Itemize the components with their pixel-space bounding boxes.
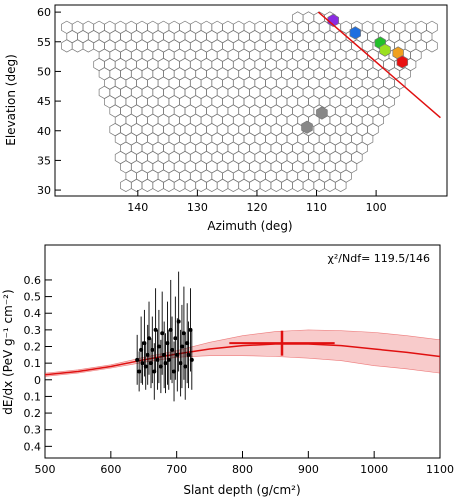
x-tick-label: 800 xyxy=(232,463,253,476)
data-point xyxy=(143,364,148,369)
camera-pixel xyxy=(227,178,240,193)
y-tick-label: 50 xyxy=(37,65,51,78)
data-point xyxy=(135,357,140,362)
x-tick-label: 100 xyxy=(366,201,387,214)
camera-pixel xyxy=(163,178,175,193)
y-tick-label: 0.3 xyxy=(24,424,42,437)
data-point xyxy=(170,347,175,352)
camera-pixel xyxy=(270,178,282,193)
camera-pixel xyxy=(249,178,261,193)
y-tick-label: 0.1 xyxy=(24,390,42,403)
data-point xyxy=(183,364,188,369)
camera-pixel xyxy=(292,178,304,193)
y-tick-label: 0.5 xyxy=(24,291,42,304)
camera-pixel xyxy=(259,178,272,193)
x-tick-label: 500 xyxy=(35,463,56,476)
camera-pixel xyxy=(195,178,207,193)
data-point xyxy=(179,344,184,349)
x-tick-label: 130 xyxy=(187,201,208,214)
annotation: χ²/Ndf= 119.5/146 xyxy=(328,252,430,265)
y-tick-label: 0.1 xyxy=(24,357,42,370)
camera-pixel xyxy=(141,178,154,193)
data-point xyxy=(150,347,155,352)
data-point xyxy=(173,336,178,341)
fit-line xyxy=(45,343,440,376)
camera-pixel xyxy=(82,39,95,53)
y-tick-label: 0 xyxy=(34,374,41,387)
plot-area xyxy=(45,271,440,402)
camera-pixel xyxy=(120,178,132,193)
x-tick-label: 120 xyxy=(246,201,267,214)
y-tick-label: 60 xyxy=(37,6,51,19)
y-tick-label: 0.3 xyxy=(24,324,42,337)
plot-frame xyxy=(54,4,448,197)
camera-pixel xyxy=(130,178,143,193)
camera-pixel xyxy=(334,178,347,193)
y-tick-label: 30 xyxy=(37,184,51,197)
hit-pixel xyxy=(349,26,361,40)
y-tick-label: 0.4 xyxy=(24,440,42,453)
camera-pixel xyxy=(216,178,229,193)
y-tick-label: 40 xyxy=(37,125,51,138)
hit-pixel xyxy=(396,55,409,69)
x-tick-label: 110 xyxy=(306,201,327,214)
y-axis-label: dE/dx (PeV g⁻¹ cm⁻²) xyxy=(1,289,15,414)
camera-pixel xyxy=(238,178,250,193)
y-tick-label: 0.6 xyxy=(24,274,42,287)
data-point xyxy=(153,327,158,332)
data-point xyxy=(176,319,181,324)
camera-pixel xyxy=(173,178,186,193)
y-tick-label: 55 xyxy=(37,36,51,49)
data-point xyxy=(189,357,194,362)
data-point xyxy=(156,344,161,349)
hit-pixel xyxy=(379,43,391,57)
x-tick-label: 1100 xyxy=(426,463,454,476)
camera-pixel xyxy=(324,178,336,193)
x-tick-label: 140 xyxy=(127,201,148,214)
y-tick-label: 0.4 xyxy=(24,307,42,320)
data-point xyxy=(166,357,171,362)
camera-pixel xyxy=(313,178,325,193)
data-point xyxy=(186,352,191,357)
camera-pixel xyxy=(426,39,438,53)
hit-pixel xyxy=(316,106,328,120)
camera-pixel xyxy=(71,39,84,53)
data-point xyxy=(160,331,165,336)
x-axis-label: Slant depth (g/cm²) xyxy=(183,483,300,497)
fit-band xyxy=(45,329,440,377)
data-point xyxy=(137,369,142,374)
x-axis-label: Azimuth (deg) xyxy=(207,219,292,233)
x-tick-label: 1000 xyxy=(360,463,388,476)
hit-pixel xyxy=(301,120,313,134)
x-tick-label: 700 xyxy=(166,463,187,476)
y-tick-label: 35 xyxy=(37,154,51,167)
camera-pixel xyxy=(281,178,293,193)
camera-pixel xyxy=(61,39,73,53)
camera-pixel xyxy=(302,178,315,193)
data-point xyxy=(147,336,152,341)
x-tick-label: 900 xyxy=(298,463,319,476)
camera-pixel xyxy=(206,178,218,193)
camera-pixel xyxy=(152,178,164,193)
track-line xyxy=(317,11,441,119)
camera-grid xyxy=(61,11,441,193)
y-tick-label: 0.2 xyxy=(24,341,42,354)
y-tick-label: 45 xyxy=(37,95,51,108)
y-axis-label: Elevation (deg) xyxy=(4,54,18,146)
camera-pixel xyxy=(184,178,197,193)
x-tick-label: 600 xyxy=(100,463,121,476)
data-point xyxy=(140,361,145,366)
data-point xyxy=(163,361,168,366)
y-tick-label: 0.2 xyxy=(24,407,42,420)
